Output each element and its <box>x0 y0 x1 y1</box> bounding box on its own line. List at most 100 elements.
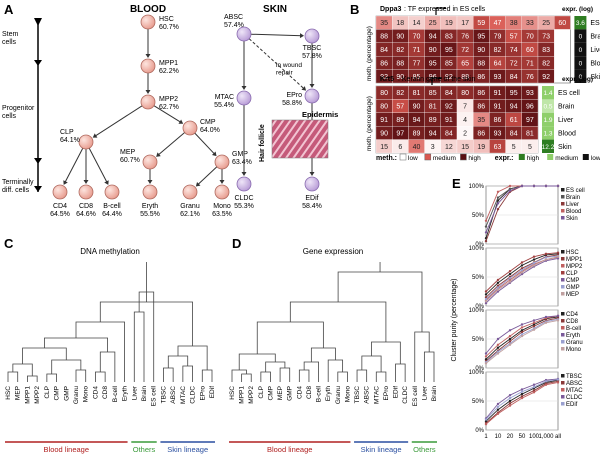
heatmap-1-cell-value: 72 <box>461 47 469 54</box>
purity-legend-swatch-TBSC <box>561 374 565 378</box>
purity-legend-MPP1: MPP1 <box>566 257 583 263</box>
panel_c-leaf-label: B-cell <box>112 385 119 402</box>
panel_d-leaf-label: ES cell <box>412 385 419 406</box>
heatmap-2-cell-value: 19 <box>477 144 485 151</box>
purity-point-Skin <box>496 202 500 205</box>
heatmap-1-cell-value: 92 <box>380 74 388 81</box>
panel_c-leaf-label: Liver <box>131 385 138 400</box>
blood-node-cd8 <box>78 184 94 200</box>
purity-point-CLP <box>520 261 524 264</box>
purity-ytick: 100% <box>469 184 485 190</box>
purity-point-CLP <box>532 255 536 258</box>
panel_c-leaf-label: GMP <box>63 386 70 401</box>
blood-node-gmp <box>214 154 230 170</box>
panel_d-branch <box>279 367 291 382</box>
stage-axis-tick-1 <box>34 60 42 66</box>
purity-legend-swatch-MPP1 <box>561 257 565 261</box>
blood-node-name-mep: MEP <box>120 149 136 156</box>
panel_c-branch <box>22 347 67 364</box>
panel_d-group-label-0: Blood lineage <box>267 445 312 454</box>
heatmap-1-cell-value: 35 <box>380 20 388 27</box>
panel_d-leaf-label: MPP2 <box>248 386 255 404</box>
heatmap-2-cell-value: 90 <box>413 104 421 111</box>
purity-point-MEP <box>556 255 560 258</box>
blood-node-mpp2 <box>140 94 156 110</box>
purity-point-Blood <box>496 190 500 193</box>
meth-legend-swatch-medium <box>424 153 432 161</box>
heatmap-2-cell-value: 5 <box>512 144 516 151</box>
skin-arrow-absc-mtac <box>241 86 247 90</box>
purity-ytick: 100% <box>469 246 485 252</box>
meth-legend-item-medium: medium <box>433 155 456 162</box>
panel_c-leaf-label: HSC <box>5 386 12 400</box>
heatmap-1-cell-value: 71 <box>526 60 534 67</box>
panel_d-branch <box>371 341 401 364</box>
purity-point-ABSC <box>532 389 536 392</box>
cluster-purity-chart: Cluster purity (percentage)0%50%100%ES c… <box>451 184 585 440</box>
heatmap-1-row-label: Blood <box>590 60 600 67</box>
purity-point-EDif <box>544 380 548 383</box>
purity-point-GMP <box>532 261 536 265</box>
panel_c-group-label-1: Others <box>133 445 156 454</box>
panel_c-leaf-label: CMP <box>54 386 61 400</box>
purity-point-Liver <box>484 239 488 243</box>
heatmap-2-cell-value: 81 <box>429 104 437 111</box>
heatmap-2-cell-value: 90 <box>380 130 388 137</box>
purity-xtick: all <box>555 434 561 440</box>
skin-node-pct-edif: 58.4% <box>302 203 322 210</box>
heatmap-2-cell-value: 92 <box>445 104 453 111</box>
purity-point-CD4 <box>508 337 512 341</box>
expr-1-value: 0 <box>579 34 583 41</box>
purity-point-Brain <box>496 196 500 199</box>
purity-ytick: 0% <box>475 366 484 372</box>
meth-legend-label: meth.: <box>376 155 397 162</box>
heatmap-1-cell-value: 83 <box>445 34 453 41</box>
expr-legend-swatch-low <box>582 154 589 160</box>
purity-legend-CD4: CD4 <box>566 312 579 318</box>
purity-legend-swatch-MEP <box>561 292 565 296</box>
heatmap-1-cell-value: 94 <box>429 34 437 41</box>
purity-point-EDif <box>484 418 488 421</box>
heatmap-2-cell-value: 86 <box>494 117 502 124</box>
purity-legend-swatch-EDif <box>561 402 565 406</box>
blood-edge-clp-cd4 <box>64 147 84 184</box>
panel_d-leaf-label: MPP1 <box>239 386 246 404</box>
purity-legend-CLP: CLP <box>566 271 578 277</box>
panel_d-branch <box>395 363 406 382</box>
in-wound-repair-label-line-0: in wound <box>276 62 302 69</box>
purity-point-Mono <box>544 321 548 324</box>
heatmap-1-cell-value: 65 <box>461 60 469 67</box>
purity-legend-CD8: CD8 <box>566 319 579 325</box>
panel_d-branch <box>298 369 310 382</box>
epidermis-label: Epidermis <box>302 110 338 119</box>
heatmap-1-cell-value: 90 <box>429 47 437 54</box>
skin-node-tbsc <box>304 28 320 44</box>
purity-legend-swatch-Granu <box>561 340 565 344</box>
panel_d-leaf-label: TBSC <box>354 386 361 404</box>
purity-legend-swatch-CD8 <box>561 319 565 323</box>
panel_c-leaf-label: MTAC <box>180 386 187 404</box>
row-axis-label-2: meth. (percentage) <box>366 96 373 151</box>
epidermis-image <box>271 119 329 159</box>
purity-point-GMP <box>520 268 524 272</box>
terminal-cells-label-line-1: diff. cells <box>2 187 30 194</box>
heatmap-1-cell-value: 77 <box>413 60 421 67</box>
heatmap-1-cell-value: 90 <box>396 74 404 81</box>
panel_d-branch <box>256 321 324 354</box>
expr-1-value: 0 <box>579 47 583 54</box>
purity-point-Skin <box>484 231 488 234</box>
blood-node-pct-mep: 60.7% <box>120 157 140 164</box>
heatmap-2-row-label: ES cell <box>558 90 580 97</box>
skin-node-pct-cldc: 55.3% <box>234 203 254 210</box>
heatmap-2-cell-value: 89 <box>413 130 421 137</box>
purity-legend-MTAC: MTAC <box>566 388 583 394</box>
purity-point-GMP <box>484 297 488 301</box>
heatmap-2-cell-value: 86 <box>477 104 485 111</box>
stage-axis-tick-2 <box>34 158 42 164</box>
heatmap-1-cell-value: 19 <box>445 20 453 27</box>
purity-point-CLDC <box>520 388 524 391</box>
blood-node-name-granu: Granu <box>180 203 200 210</box>
heatmap-1-cell-value: 74 <box>510 47 518 54</box>
